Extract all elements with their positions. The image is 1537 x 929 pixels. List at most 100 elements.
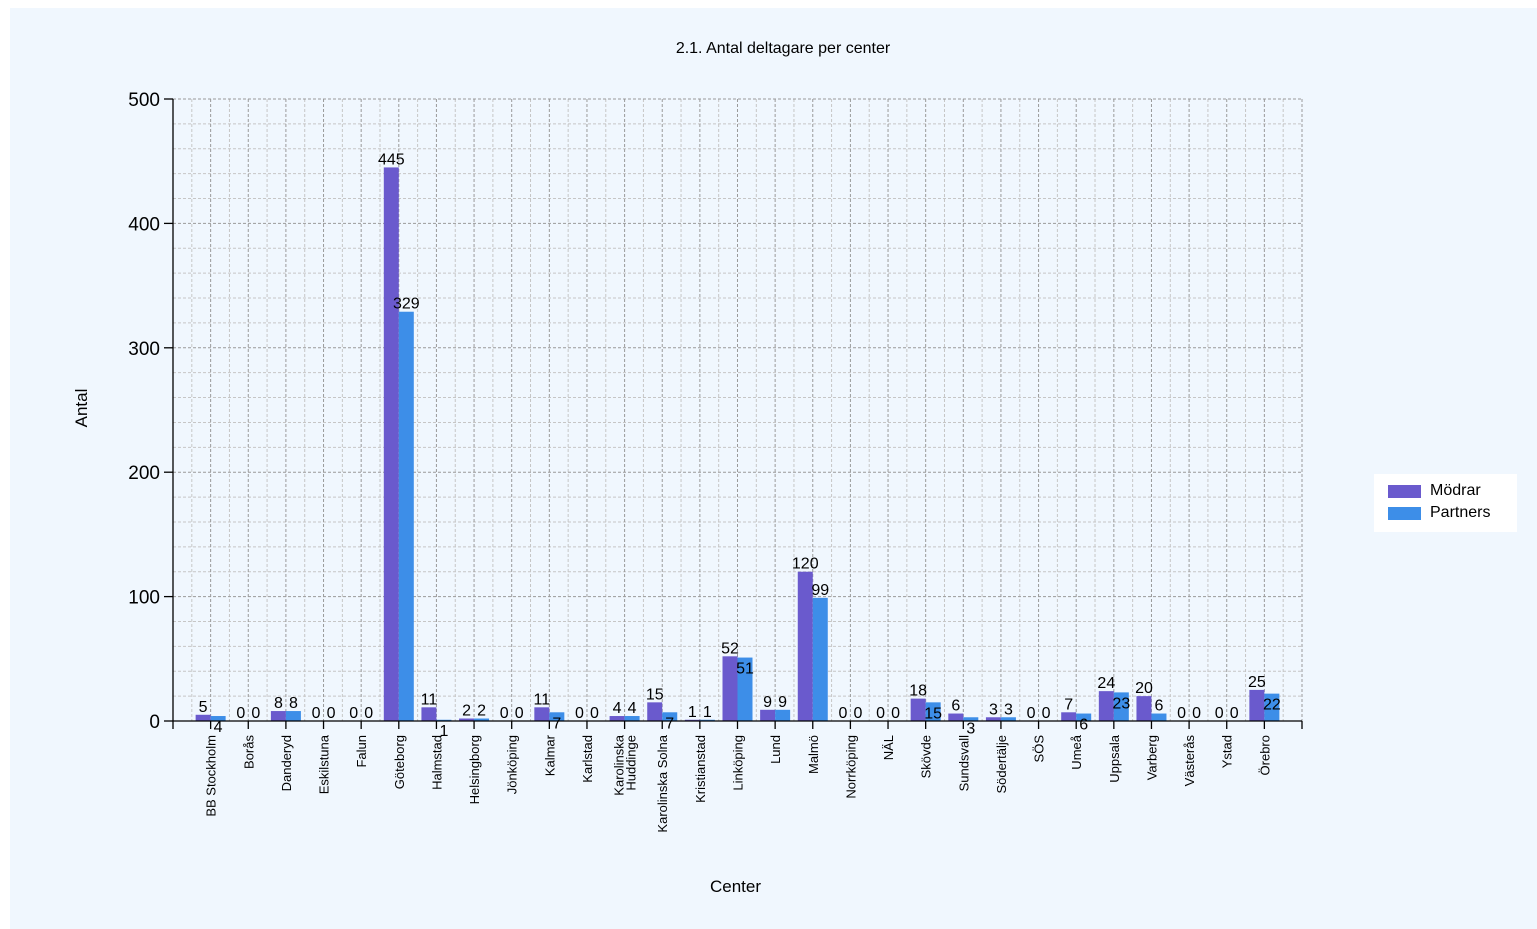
value-label-partners-18: 0 — [891, 705, 900, 722]
x-tick-label-5: Göteborg — [392, 735, 407, 789]
bar-mödrar-16 — [797, 571, 813, 721]
value-label-mödrar-14: 52 — [721, 640, 739, 657]
bar-mödrar-2 — [270, 711, 286, 721]
bar-partners-23 — [1076, 713, 1092, 721]
bar-mödrar-19 — [910, 698, 926, 721]
value-label-partners-17: 0 — [853, 705, 862, 722]
bar-mödrar-9 — [534, 707, 550, 721]
legend-label-modrar: Mödrar — [1430, 482, 1481, 499]
bar-partners-28 — [1264, 693, 1280, 721]
bar-partners-9 — [549, 712, 565, 721]
value-label-partners-2: 8 — [289, 695, 298, 712]
value-label-mödrar-7: 2 — [462, 703, 471, 720]
y-axis-title: Antal — [72, 389, 91, 428]
value-label-mödrar-24: 24 — [1097, 675, 1115, 692]
bar-mödrar-28 — [1249, 689, 1265, 721]
x-tick-label-21: Södertälje — [994, 735, 1009, 794]
value-label-mödrar-13: 1 — [688, 704, 697, 721]
y-tick-label: 0 — [149, 712, 160, 733]
legend: Mödrar Partners — [1374, 474, 1517, 532]
x-tick-label-22: SÖS — [1032, 735, 1047, 763]
legend-swatch-partners — [1388, 506, 1421, 520]
bar-partners-5 — [398, 311, 414, 721]
bar-mödrar-0 — [195, 714, 211, 721]
axes — [164, 98, 1303, 729]
x-tick-label-0: BB Stockholm — [204, 735, 219, 817]
x-tick-label-10: Karlstad — [580, 735, 595, 783]
value-label-mödrar-17: 0 — [838, 705, 847, 722]
value-label-mödrar-11: 4 — [613, 700, 622, 717]
y-tick-label: 200 — [128, 463, 160, 484]
x-tick-label-25: Varberg — [1144, 735, 1159, 780]
value-label-partners-11: 4 — [628, 700, 637, 717]
bar-partners-2 — [285, 711, 301, 721]
value-label-mödrar-15: 9 — [763, 694, 772, 711]
legend-item-modrar: Mödrar — [1388, 481, 1481, 501]
x-tick-label-8: Jönköping — [505, 735, 520, 794]
value-label-mödrar-16: 120 — [792, 556, 819, 573]
x-tick-label-3: Eskilstuna — [317, 734, 332, 794]
value-label-partners-27: 0 — [1230, 705, 1239, 722]
y-tick-label: 400 — [128, 214, 160, 235]
value-label-partners-14: 51 — [736, 661, 754, 678]
bar-mödrar-25 — [1136, 696, 1152, 721]
value-label-mödrar-12: 15 — [646, 686, 664, 703]
value-label-partners-7: 2 — [477, 703, 486, 720]
bars — [195, 167, 1280, 722]
value-label-mödrar-4: 0 — [349, 705, 358, 722]
value-label-partners-19: 15 — [924, 705, 942, 722]
bar-mödrar-5 — [383, 167, 399, 722]
value-label-partners-1: 0 — [251, 705, 260, 722]
bar-partners-11 — [624, 716, 640, 721]
x-tick-label-9: Kalmar — [542, 734, 557, 776]
legend-swatch-modrar — [1388, 484, 1421, 498]
bar-partners-20 — [963, 717, 979, 721]
value-label-partners-12: 7 — [665, 715, 674, 732]
x-tick-label-27: Ystad — [1220, 735, 1235, 768]
value-label-partners-23: 6 — [1079, 717, 1088, 734]
value-label-partners-26: 0 — [1192, 705, 1201, 722]
value-label-partners-0: 4 — [214, 719, 223, 736]
x-tick-label-14: Linköping — [731, 735, 746, 791]
bar-partners-14 — [737, 657, 753, 721]
chart-svg: 2.1. Antal deltagare per center Antal Ce… — [72, 40, 1303, 896]
y-tick-label: 500 — [128, 90, 160, 111]
chart-panel: 2.1. Antal deltagare per center Antal Ce… — [10, 8, 1537, 929]
value-label-mödrar-0: 5 — [199, 699, 208, 716]
value-label-mödrar-6: 11 — [421, 691, 438, 708]
value-label-mödrar-22: 0 — [1027, 705, 1036, 722]
bar-mödrar-21 — [985, 717, 1001, 721]
y-tick-label: 100 — [128, 588, 160, 609]
value-label-partners-8: 0 — [515, 705, 524, 722]
x-tick-label-28: Örebro — [1257, 735, 1272, 775]
value-label-mödrar-18: 0 — [876, 705, 885, 722]
value-label-mödrar-23: 7 — [1064, 696, 1073, 713]
x-tick-label-26: Västerås — [1182, 735, 1197, 787]
bar-mödrar-20 — [948, 713, 964, 721]
value-label-mödrar-1: 0 — [236, 705, 245, 722]
value-label-mödrar-3: 0 — [312, 705, 321, 722]
x-tick-label-19: Skövde — [919, 735, 934, 778]
value-label-partners-13: 1 — [703, 704, 712, 721]
value-label-partners-22: 0 — [1042, 705, 1051, 722]
value-label-partners-25: 6 — [1155, 698, 1164, 715]
value-label-mödrar-9: 11 — [534, 691, 551, 708]
value-label-mödrar-8: 0 — [500, 705, 509, 722]
value-label-mödrar-27: 0 — [1215, 705, 1224, 722]
value-label-partners-28: 22 — [1263, 697, 1281, 714]
bar-mödrar-23 — [1061, 712, 1077, 721]
x-tick-label-18: NÄL — [881, 735, 896, 760]
value-label-partners-9: 7 — [552, 715, 561, 732]
x-tick-label-17: Norrköping — [843, 735, 858, 799]
value-label-mödrar-21: 3 — [989, 701, 998, 718]
value-label-partners-4: 0 — [364, 705, 373, 722]
x-tick-label-6: Halmstad — [429, 735, 444, 790]
value-label-mödrar-19: 18 — [909, 683, 927, 700]
y-tick-label: 300 — [128, 339, 160, 360]
bar-mödrar-6 — [421, 707, 437, 721]
value-label-mödrar-26: 0 — [1177, 705, 1186, 722]
bar-mödrar-7 — [459, 718, 475, 721]
x-tick-label-13: Kristianstad — [693, 735, 708, 803]
x-tick-label-2: Danderyd — [279, 735, 294, 791]
value-label-partners-21: 3 — [1004, 701, 1013, 718]
